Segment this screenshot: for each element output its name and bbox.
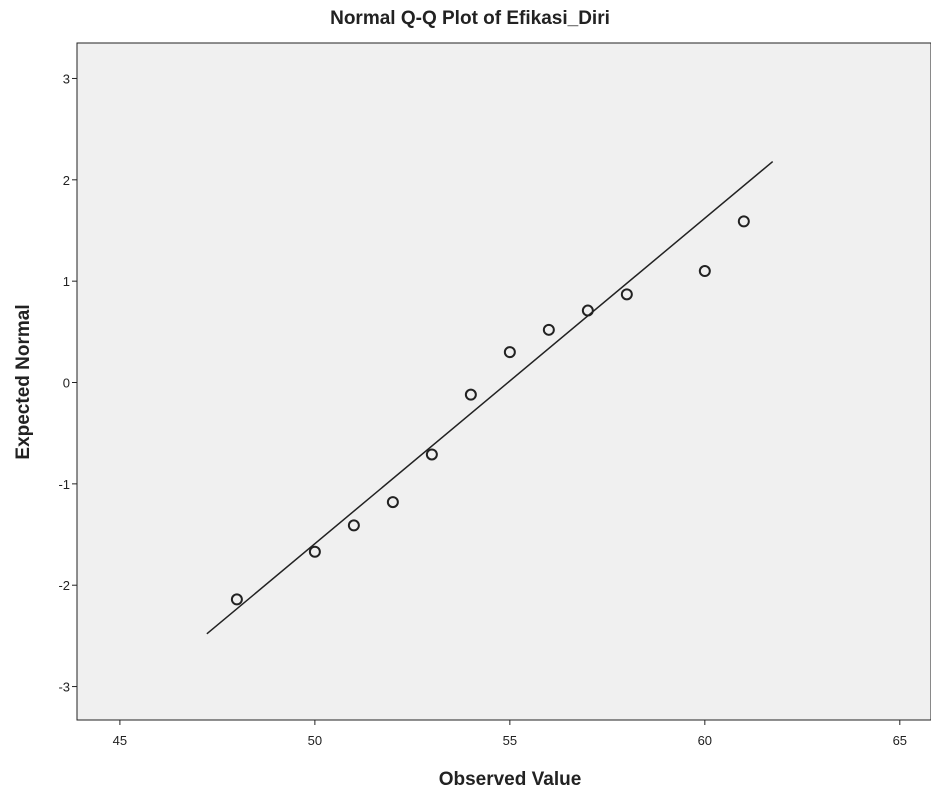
x-tick-label: 65 xyxy=(893,733,907,748)
y-tick-label: 1 xyxy=(63,274,70,289)
point xyxy=(737,215,750,228)
point xyxy=(464,388,477,401)
chart-title: Normal Q-Q Plot of Efikasi_Diri xyxy=(330,8,610,29)
point xyxy=(230,593,243,606)
x-axis-label: Observed Value xyxy=(439,769,582,790)
x-tick-label: 55 xyxy=(503,733,517,748)
point xyxy=(308,545,321,558)
y-tick-label: -1 xyxy=(58,477,70,492)
point xyxy=(698,265,711,278)
x-tick-label: 45 xyxy=(113,733,127,748)
y-tick-label: -2 xyxy=(58,578,70,593)
y-axis-label: Expected Normal xyxy=(13,304,34,459)
point xyxy=(425,448,438,461)
point xyxy=(386,496,399,509)
y-tick-label: 0 xyxy=(63,376,70,391)
x-tick-label: 50 xyxy=(308,733,322,748)
x-tick-label: 60 xyxy=(698,733,712,748)
point xyxy=(347,519,360,532)
y-tick-label: 2 xyxy=(63,173,70,188)
point xyxy=(503,346,516,359)
reference-line xyxy=(206,161,774,635)
plot-area xyxy=(76,42,931,721)
point xyxy=(581,304,594,317)
y-tick-label: 3 xyxy=(63,71,70,86)
point xyxy=(620,288,633,301)
point xyxy=(542,323,555,336)
y-tick-label: -3 xyxy=(58,680,70,695)
